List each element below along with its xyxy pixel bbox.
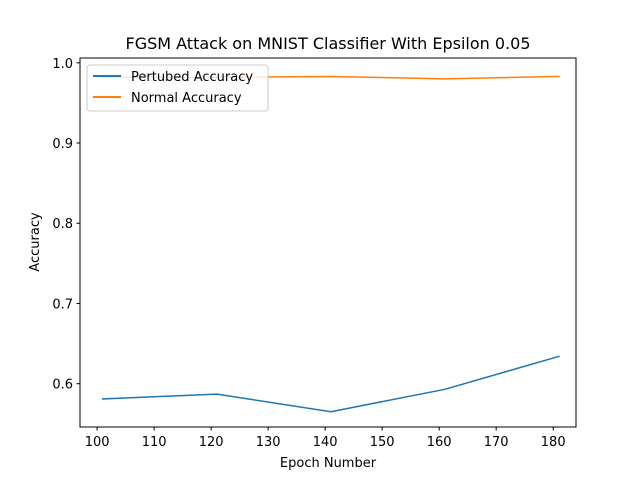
x-tick-label-8: 180	[541, 435, 566, 450]
legend-label-pertubed: Pertubed Accuracy	[131, 70, 253, 85]
legend-box	[86, 64, 269, 112]
series-1-point-2	[330, 75, 332, 78]
x-tick-label-0: 100	[85, 435, 110, 450]
x-tick-label-2: 120	[199, 435, 224, 450]
y-tick-label-4: 1.0	[52, 57, 73, 72]
series-0-point-3	[444, 388, 446, 391]
x-tick-label-1: 110	[142, 435, 167, 450]
y-tick-label-0: 0.6	[52, 378, 73, 393]
chart-title: FGSM Attack on MNIST Classifier With Eps…	[125, 34, 530, 53]
x-axis-label: Epoch Number	[280, 456, 377, 471]
x-tick-label-6: 160	[427, 435, 452, 450]
series-1-point-4	[558, 75, 560, 78]
series-0-point-2	[330, 411, 332, 413]
series-0-point-4	[558, 355, 560, 358]
y-tick-label-2: 0.8	[52, 217, 73, 232]
plot-area-frame	[79, 57, 577, 428]
x-tick-label-5: 150	[370, 435, 395, 450]
series-1-point-3	[444, 78, 446, 80]
x-tick-label-4: 140	[313, 435, 338, 450]
x-axis: 100 110 120 130 140 150 160 170 180	[85, 427, 566, 450]
series-0-point-0	[102, 398, 104, 400]
y-tick-label-3: 0.9	[52, 137, 73, 152]
legend: Pertubed Accuracy Normal Accuracy	[86, 64, 269, 112]
legend-label-normal: Normal Accuracy	[131, 91, 242, 106]
x-tick-label-7: 170	[484, 435, 509, 450]
y-axis-label: Accuracy	[28, 212, 43, 272]
series-0-point-1	[216, 393, 218, 395]
y-tick-label-1: 0.7	[52, 297, 73, 312]
x-tick-label-3: 130	[256, 435, 281, 450]
y-axis: 0.6 0.7 0.8 0.9 1.0	[52, 57, 80, 393]
